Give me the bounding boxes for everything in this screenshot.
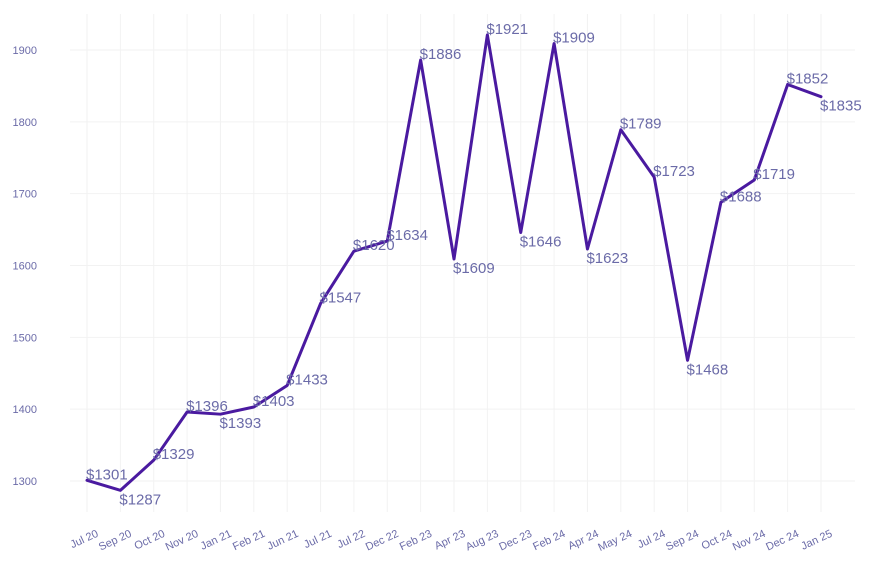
x-tick-label: Aug 23 bbox=[464, 528, 501, 554]
data-label: $1301 bbox=[86, 466, 128, 483]
x-tick-label: May 24 bbox=[596, 528, 634, 554]
x-tick-label: Dec 22 bbox=[364, 528, 401, 554]
y-tick-label: 1900 bbox=[13, 45, 37, 57]
x-tick-label: Sep 24 bbox=[664, 528, 701, 554]
x-tick-label: Apr 23 bbox=[433, 528, 467, 553]
data-labels: $1301 $1287 $1329 $1396$1393 $1403 $1433 $1547… bbox=[86, 21, 862, 508]
data-label: $1719 bbox=[753, 166, 795, 183]
data-label: $1609 bbox=[453, 260, 495, 277]
y-tick-label: 1800 bbox=[13, 117, 37, 129]
x-tick-label: Jan 25 bbox=[799, 528, 834, 553]
y-tick-label: 1600 bbox=[13, 261, 37, 273]
x-tick-label: Apr 24 bbox=[566, 528, 600, 553]
data-label: $1623 bbox=[586, 250, 628, 267]
x-tick-label: Jul 20 bbox=[69, 528, 101, 551]
data-label: $1835 bbox=[820, 98, 862, 115]
data-label: $1329 bbox=[153, 446, 195, 463]
x-tick-label: Jul 22 bbox=[335, 528, 367, 551]
x-tick-label: Nov 24 bbox=[731, 528, 768, 554]
x-tick-label: Jun 21 bbox=[265, 528, 300, 553]
x-tick-label: Feb 21 bbox=[231, 528, 267, 553]
data-label: $1620 bbox=[353, 237, 395, 254]
data-label: $1433 bbox=[286, 371, 328, 388]
y-tick-label: 1300 bbox=[13, 476, 37, 488]
grid bbox=[70, 14, 855, 512]
data-label: $1287 bbox=[119, 491, 161, 508]
data-label: $1909 bbox=[553, 30, 595, 47]
data-label: $1396 bbox=[186, 398, 228, 415]
data-label: $1646 bbox=[520, 233, 562, 250]
data-label: $1921 bbox=[486, 21, 528, 38]
data-label: $1468 bbox=[687, 361, 729, 378]
x-tick-label: Nov 20 bbox=[164, 528, 201, 554]
x-tick-label: Oct 20 bbox=[133, 528, 167, 553]
data-label: $1634 bbox=[386, 227, 428, 244]
series-line bbox=[85, 33, 823, 492]
x-tick-label: Jul 24 bbox=[636, 528, 668, 551]
x-tick-label: Jan 21 bbox=[199, 528, 234, 553]
x-tick-label: Sep 20 bbox=[97, 528, 134, 554]
x-tick-label: Feb 24 bbox=[531, 528, 567, 553]
x-tick-label: Feb 23 bbox=[398, 528, 434, 553]
data-label: $1393 bbox=[219, 415, 261, 432]
y-tick-label: 1700 bbox=[13, 189, 37, 201]
y-tick-label: 1400 bbox=[13, 404, 37, 416]
x-tick-label: Oct 24 bbox=[700, 528, 734, 553]
data-label: $1886 bbox=[420, 46, 462, 63]
data-label: $1789 bbox=[620, 116, 662, 133]
data-label: $1688 bbox=[720, 188, 762, 205]
x-tick-label: Jul 21 bbox=[302, 528, 334, 551]
data-label: $1852 bbox=[787, 70, 829, 87]
x-tick-label: Dec 23 bbox=[497, 528, 534, 554]
data-label: $1403 bbox=[253, 393, 295, 410]
data-label: $1723 bbox=[653, 163, 695, 180]
data-label: $1547 bbox=[320, 290, 362, 307]
x-tick-label: Dec 24 bbox=[764, 528, 801, 554]
y-axis: 1300 1400 1500 1600 1700 1800 1900 bbox=[13, 45, 37, 488]
y-tick-label: 1500 bbox=[13, 332, 37, 344]
